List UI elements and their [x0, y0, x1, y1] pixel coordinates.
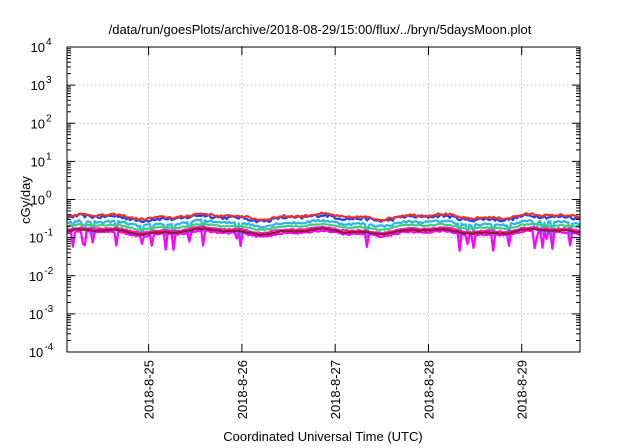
y-tick-label: 103 [30, 75, 51, 93]
chart-title: /data/run/goesPlots/archive/2018-08-29/1… [109, 22, 532, 37]
y-tick-label: 10-3 [29, 304, 54, 322]
x-axis-label: Coordinated Universal Time (UTC) [223, 429, 422, 444]
series-layer [66, 211, 581, 252]
series-line [66, 229, 581, 252]
x-tick-label: 2018-8-29 [515, 360, 530, 419]
y-tick-label: 102 [30, 113, 51, 131]
series-line [66, 211, 581, 222]
y-tick-label: 100 [30, 190, 51, 208]
y-tick-label: 101 [30, 151, 51, 169]
y-tick-label: 10-4 [29, 342, 54, 360]
grid [67, 47, 580, 352]
y-tick-label: 104 [30, 37, 51, 55]
x-tick-label: 2018-8-27 [328, 360, 343, 419]
x-tick-label: 2018-8-26 [235, 360, 250, 419]
x-tick-label: 2018-8-28 [421, 360, 436, 419]
series-line [66, 225, 581, 235]
y-tick-label: 10-2 [29, 266, 54, 284]
y-tick-label: 10-1 [29, 228, 54, 246]
ticks: 10-4 10-3 10-2 10-1 100 101 102 103 104 2018-8-25… [29, 37, 580, 419]
series-line [66, 222, 581, 232]
x-tick-label: 2018-8-25 [142, 360, 157, 419]
y-axis-label: cGy/day [18, 176, 33, 224]
series-line [66, 227, 581, 237]
series-line [66, 213, 581, 224]
